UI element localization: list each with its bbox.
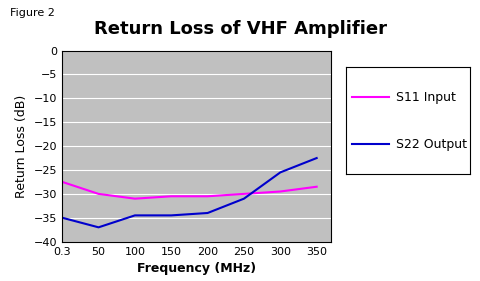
Line: S11 Input: S11 Input — [62, 182, 317, 199]
Y-axis label: Return Loss (dB): Return Loss (dB) — [15, 94, 28, 198]
S11 Input — [241, 192, 247, 196]
Text: Return Loss of VHF Amplifier: Return Loss of VHF Amplifier — [94, 20, 386, 38]
S11 Input — [60, 180, 65, 184]
X-axis label: Frequency (MHz): Frequency (MHz) — [137, 262, 256, 275]
S22 Output — [96, 226, 101, 229]
Text: S11 Input: S11 Input — [396, 91, 456, 104]
Text: S22 Output: S22 Output — [396, 138, 467, 151]
S11 Input — [168, 194, 174, 198]
S11 Input — [204, 194, 210, 198]
S22 Output — [241, 197, 247, 200]
S22 Output — [314, 156, 320, 160]
S22 Output — [204, 211, 210, 215]
Line: S22 Output: S22 Output — [62, 158, 317, 227]
S11 Input — [96, 192, 101, 196]
S22 Output — [60, 216, 65, 219]
S11 Input — [277, 190, 283, 193]
S22 Output — [132, 214, 138, 217]
S22 Output — [277, 171, 283, 174]
S22 Output — [168, 214, 174, 217]
S11 Input — [314, 185, 320, 188]
Text: Figure 2: Figure 2 — [10, 8, 54, 19]
S11 Input — [132, 197, 138, 200]
